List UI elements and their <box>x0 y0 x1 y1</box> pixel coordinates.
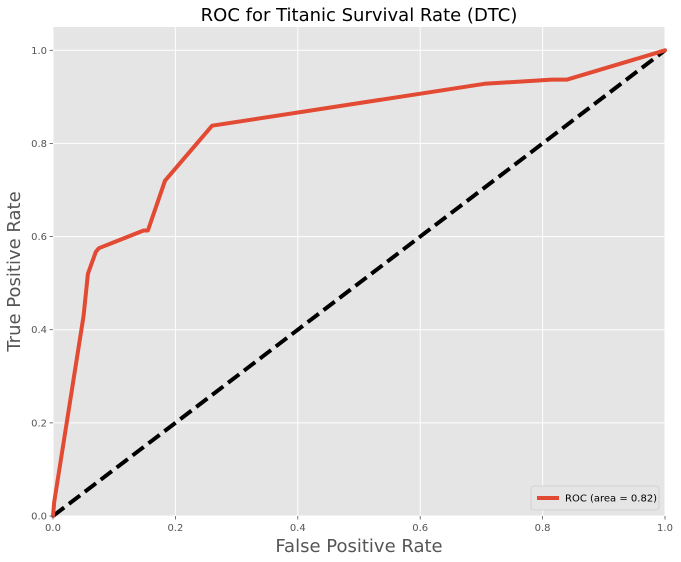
plot-background <box>53 27 665 516</box>
y-tick-label: 0.8 <box>31 139 47 150</box>
y-axis-label: True Positive Rate <box>4 191 25 352</box>
legend-box <box>530 485 660 511</box>
grid <box>52 27 666 517</box>
x-axis-label: False Positive Rate <box>275 536 442 557</box>
chance-diagonal-line <box>51 48 667 518</box>
y-tick-label: 0.6 <box>31 232 47 243</box>
x-tick-label: 1.0 <box>657 523 673 534</box>
y-tick-label: 1.0 <box>31 46 47 57</box>
legend-label-roc: ROC (area = 0.82) <box>565 494 657 505</box>
tick-labels: 0.0 0.2 0.4 0.6 0.8 1.0 0.0 0.2 0.4 0.6 0.8 1.0 <box>31 46 673 534</box>
x-tick-label: 0.6 <box>412 523 428 534</box>
roc-curve-line <box>51 48 667 518</box>
legend: ROC (area = 0.82) <box>530 485 660 511</box>
x-tick-label: 0.8 <box>535 523 551 534</box>
x-tick-label: 0.4 <box>290 523 306 534</box>
chart-title: ROC for Titanic Survival Rate (DTC) <box>201 5 518 26</box>
y-tick-label: 0.0 <box>31 512 47 523</box>
y-tick-label: 0.2 <box>31 418 47 429</box>
x-tick-label: 0.0 <box>45 523 61 534</box>
x-tick-label: 0.2 <box>167 523 183 534</box>
series-layer <box>51 48 667 518</box>
y-tick-label: 0.4 <box>31 325 47 336</box>
